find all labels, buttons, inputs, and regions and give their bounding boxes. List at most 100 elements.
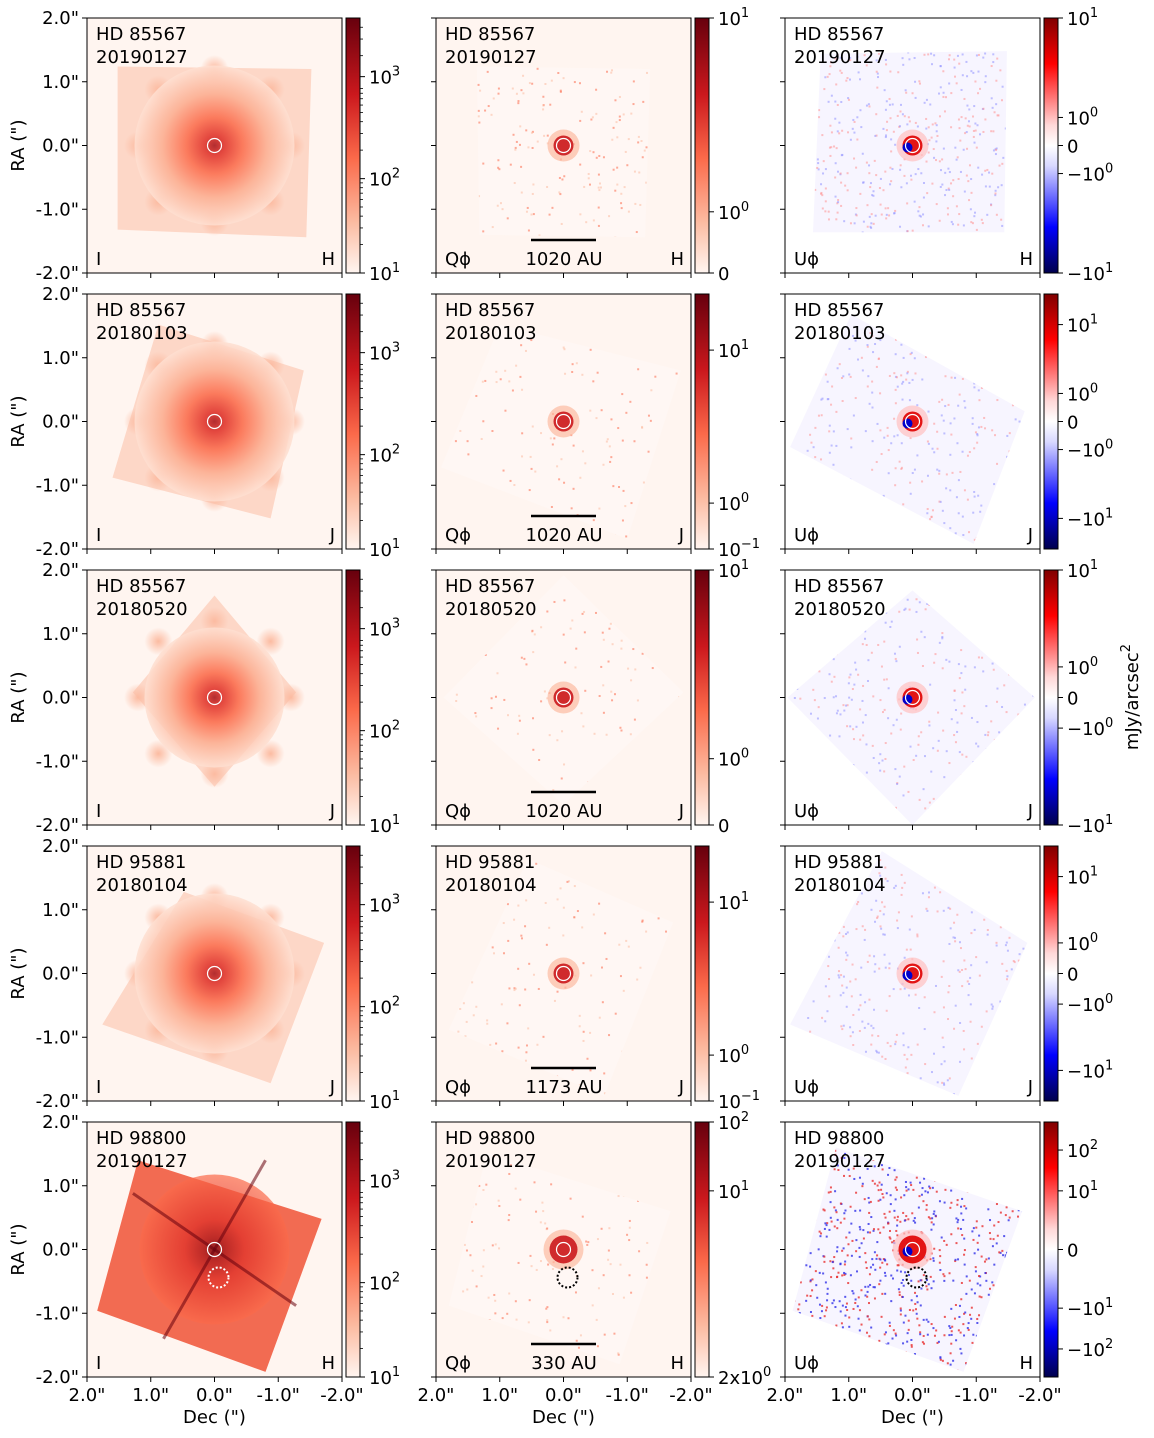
y-tick-label: -2.0": [36, 539, 79, 560]
x-tick-label: -2.0": [1018, 1385, 1061, 1406]
band-label: J: [329, 1077, 335, 1098]
date-label: 20180104: [445, 875, 537, 896]
stellar-halo: [144, 627, 285, 768]
colorbar-tick-label: 100: [718, 200, 749, 224]
panel-image: [87, 1122, 342, 1377]
colorbar-tick-label: 101: [718, 338, 749, 362]
colorbar-tick-label: 100: [718, 1043, 749, 1067]
x-axis-label: Dec ("): [532, 1407, 595, 1428]
date-label: 20180103: [445, 323, 537, 344]
colorbar-tick-label: 103: [369, 617, 400, 641]
stokes-label: I: [96, 525, 101, 546]
target-label: HD 85567: [96, 300, 186, 321]
colorbar-frame: [694, 293, 710, 550]
scalebar-label: 1020 AU: [525, 801, 602, 822]
band-label: J: [329, 525, 335, 546]
target-label: HD 85567: [794, 300, 884, 321]
colorbar: [695, 18, 709, 273]
colorbar-tick-label: −101: [1067, 1296, 1113, 1320]
colorbar-tick-label: 0: [1067, 689, 1078, 710]
colorbar-tick-label: 101: [1067, 313, 1098, 337]
colorbar: [1044, 18, 1058, 273]
stokes-label: I: [96, 1353, 101, 1374]
colorbar-tick-label: −101: [1067, 813, 1113, 837]
stokes-label: Uϕ: [794, 249, 819, 270]
colorbar-tick-label: −100: [1067, 992, 1113, 1016]
colorbar-tick-label: 102: [1067, 1138, 1098, 1162]
y-tick-label: 2.0": [42, 560, 79, 581]
colorbar-tick-label: 100: [718, 747, 749, 771]
colorbar-tick-label: −102: [1067, 1337, 1113, 1361]
y-axis-label: RA ("): [8, 395, 29, 447]
colorbar-tick-label: −100: [1067, 716, 1113, 740]
colorbar-tick-label: 102: [718, 1110, 749, 1134]
date-label: 20190127: [794, 1151, 886, 1172]
band-label: H: [670, 249, 684, 270]
x-tick-label: -2.0": [669, 1385, 712, 1406]
colorbar-tick-label: 10−1: [718, 1089, 760, 1113]
target-label: HD 85567: [96, 24, 186, 45]
date-label: 20180103: [794, 323, 886, 344]
colorbar-tick-label: 100: [718, 491, 749, 515]
colorbar-frame: [345, 845, 361, 1102]
date-label: 20190127: [96, 47, 188, 68]
mask-circle: [555, 137, 572, 154]
band-label: H: [670, 1353, 684, 1374]
colorbar: [695, 846, 709, 1101]
mask-circle: [904, 1241, 921, 1258]
y-axis-label: RA ("): [8, 1223, 29, 1275]
colorbar-tick-label: 100: [1067, 381, 1098, 405]
colorbar: [695, 294, 709, 549]
colorbar-frame: [694, 17, 710, 274]
mask-circle: [904, 137, 921, 154]
mask-circle: [206, 965, 223, 982]
stokes-label: Qϕ: [445, 525, 471, 546]
panel-image: [87, 18, 342, 273]
colorbar-tick-label: 101: [718, 1179, 749, 1203]
band-label: J: [329, 801, 335, 822]
date-label: 20190127: [445, 47, 537, 68]
band-label: H: [1019, 1353, 1033, 1374]
band-label: J: [678, 525, 684, 546]
y-tick-label: 0.0": [42, 412, 79, 433]
x-tick-label: -1.0": [257, 1385, 300, 1406]
x-tick-label: 0.0": [196, 1385, 233, 1406]
panel-image: [785, 294, 1040, 549]
y-axis-label: RA ("): [8, 947, 29, 999]
date-label: 20180104: [96, 875, 188, 896]
band-label: J: [1027, 1077, 1033, 1098]
panel-image: [785, 1122, 1040, 1377]
y-tick-label: -2.0": [36, 263, 79, 284]
colorbar-frame: [345, 17, 361, 274]
colorbar: [1044, 1122, 1058, 1377]
mask-circle: [206, 1241, 223, 1258]
y-tick-label: -2.0": [36, 815, 79, 836]
panel-image: [87, 294, 342, 549]
colorbar-tick-label: 101: [369, 261, 400, 285]
target-label: HD 98800: [794, 1128, 884, 1149]
colorbar-unit-label: mJy/arcsec2: [1119, 644, 1143, 750]
panel-image: [87, 570, 342, 825]
target-label: HD 95881: [96, 852, 186, 873]
colorbar-tick-label: 101: [1067, 1179, 1098, 1203]
mask-circle: [555, 413, 572, 430]
colorbar-tick-label: 101: [369, 1365, 400, 1389]
colorbar-tick-label: 101: [718, 6, 749, 30]
colorbar-tick-label: 101: [1067, 558, 1098, 582]
colorbar-tick-label: 101: [369, 537, 400, 561]
y-axis-label: RA ("): [8, 671, 29, 723]
panel-image: [785, 18, 1040, 273]
colorbar-tick-label: 101: [718, 890, 749, 914]
panel-image: [87, 846, 342, 1101]
target-label: HD 85567: [445, 576, 535, 597]
colorbar: [346, 18, 360, 273]
companion-marker: [905, 1266, 928, 1289]
y-tick-label: 2.0": [42, 1112, 79, 1133]
colorbar-tick-label: 102: [369, 443, 400, 467]
